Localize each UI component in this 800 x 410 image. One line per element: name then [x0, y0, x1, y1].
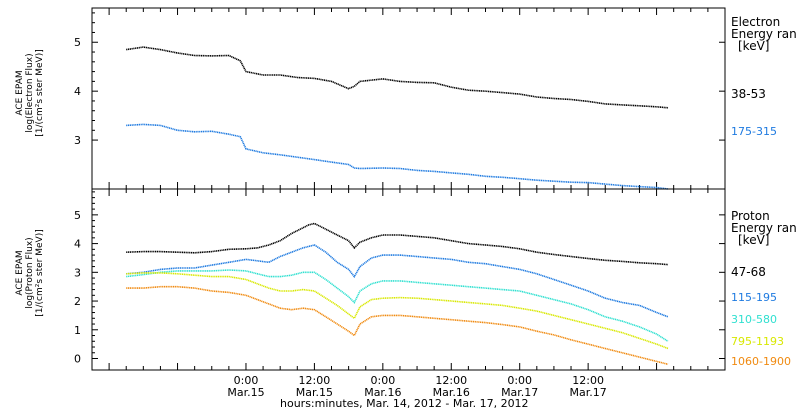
- proton-ytick-label-5: 5: [74, 209, 81, 222]
- proton-frame: [91, 188, 726, 371]
- electron-ytick-label-1: 4: [74, 85, 81, 98]
- proton-ytick-label-1: 1: [74, 324, 81, 337]
- proton-ylabel-line3: [1/(cm²s ster MeV)]: [35, 229, 45, 317]
- proton-legend-title-3: [keV]: [738, 233, 770, 247]
- electron-ylabel: ACE EPAM log(Electron Flux) [1/(cm²s ste…: [15, 18, 45, 168]
- proton-legend-title-2: Energy ran: [731, 221, 797, 235]
- electron-ylabel-line3: [1/(cm²s ster MeV)]: [35, 49, 45, 137]
- electron-frame: [91, 7, 726, 190]
- proton-ylabel-line2: log(Proton Flux): [25, 237, 35, 309]
- xtick-time-5: 12:00: [572, 374, 604, 387]
- electron-legend-title-3: [keV]: [738, 39, 770, 53]
- electron-ylabel-line1: ACE EPAM: [15, 70, 25, 116]
- proton-legend-series-2: 115-195: [731, 291, 777, 304]
- electron-legend-series-1: 38-53: [731, 87, 766, 101]
- electron-series-1: [126, 46, 669, 109]
- electron-series-2: [126, 123, 669, 190]
- proton-series-5: [126, 285, 669, 366]
- xtick-date-0: Mar.15: [227, 386, 264, 399]
- proton-legend-series-5: 1060-1900: [731, 355, 791, 368]
- proton-series-3: [126, 269, 669, 342]
- electron-ylabel-line2: log(Electron Flux): [25, 53, 35, 133]
- proton-ytick-label-0: 0: [74, 353, 81, 366]
- xtick-date-2: Mar.16: [364, 386, 401, 399]
- proton-legend-series-4: 795-1193: [731, 335, 784, 348]
- proton-series-1: [126, 222, 669, 266]
- xtick-date-4: Mar.17: [501, 386, 538, 399]
- xtick-time-2: 0:00: [370, 374, 395, 387]
- proton-ytick-label-4: 4: [74, 238, 81, 251]
- proton-ytick-label-2: 2: [74, 295, 81, 308]
- electron-ytick-label-0: 3: [74, 134, 81, 147]
- electron-legend-title-1: Electron: [731, 15, 781, 29]
- proton-ylabel: ACE EPAM log(Proton Flux) [1/(cm²s ster …: [15, 198, 45, 348]
- proton-legend-series-1: 47-68: [731, 265, 766, 279]
- proton-series-4: [126, 272, 669, 350]
- proton-series-2: [126, 244, 669, 318]
- electron-ytick-label-2: 5: [74, 36, 81, 49]
- xtick-time-0: 0:00: [234, 374, 259, 387]
- xtick-date-5: Mar.17: [570, 386, 607, 399]
- xtick-time-4: 0:00: [507, 374, 532, 387]
- xtick-time-3: 12:00: [435, 374, 467, 387]
- electron-legend-series-2: 175-315: [731, 125, 777, 138]
- proton-legend-title-1: Proton: [731, 209, 770, 223]
- proton-ylabel-line1: ACE EPAM: [15, 250, 25, 296]
- proton-legend-series-3: 310-580: [731, 313, 777, 326]
- electron-legend-title-2: Energy ran: [731, 27, 797, 41]
- xtick-date-3: Mar.16: [433, 386, 470, 399]
- xtick-time-1: 12:00: [299, 374, 331, 387]
- xtick-date-1: Mar.15: [296, 386, 333, 399]
- proton-ytick-label-3: 3: [74, 266, 81, 279]
- x-axis-label: hours:minutes, Mar. 14, 2012 - Mar. 17, …: [280, 397, 529, 410]
